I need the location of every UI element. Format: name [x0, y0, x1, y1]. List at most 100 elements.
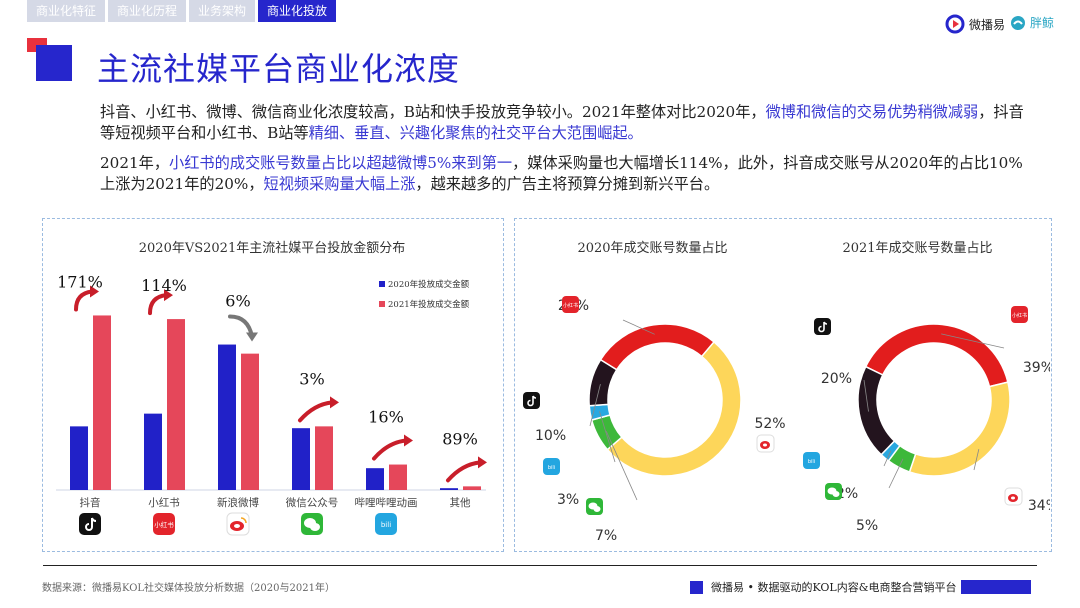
change-percent-label: 171%	[57, 272, 103, 291]
tab-commercial-history[interactable]: 商业化历程	[108, 0, 187, 22]
pangjing-logo-icon	[1011, 15, 1025, 30]
bilibili-icon-text: bili	[548, 465, 555, 471]
xiaohongshu-icon-text: 小红书	[154, 520, 174, 529]
category-label: 哔哩哔哩动画	[355, 496, 418, 509]
para2-text-c: ，媒体采购量也大幅增长114%，此外，抖音成交账号从2020年的占比10%上涨为…	[100, 154, 1023, 193]
leader-line	[941, 333, 1005, 349]
donut-slice	[606, 340, 742, 477]
change-percent-label: 114%	[141, 276, 187, 295]
change-arrow-head	[164, 289, 173, 302]
slice-percent-label: 34%	[1028, 498, 1050, 514]
bar-2021	[167, 319, 185, 490]
xiaohongshu-icon	[562, 296, 579, 313]
para1-highlight-b: 微博和微信的交易优势稍微减弱	[765, 103, 979, 121]
donut-2020-title: 2020年成交账号数量占比	[577, 241, 728, 256]
douyin-note-glyph	[85, 517, 97, 531]
change-arrow-head	[404, 434, 413, 447]
bar-2020	[366, 468, 384, 490]
para1-text-a: 抖音、小红书、微博、微信商业化浓度较高，B站和快手投放竞争较小。2021年整体对…	[100, 103, 766, 121]
footer-bar	[960, 580, 1031, 594]
change-arrow	[148, 293, 168, 316]
weiboyi-logo: 微播易	[945, 14, 1005, 34]
douyin-icon	[79, 513, 101, 535]
xiaohongshu-icon	[1011, 306, 1028, 323]
para1-highlight-d: 精细、垂直、兴趣化聚焦的社交平台大范围崛起。	[308, 124, 643, 142]
weibo-eye-glyph	[1011, 496, 1015, 500]
change-arrow	[74, 289, 94, 312]
legend-swatch	[379, 301, 385, 307]
leader-line	[589, 384, 601, 427]
bar-2021	[241, 353, 259, 490]
pangjing-logo: 胖鲸	[1010, 14, 1054, 31]
weibo-eye-glyph	[763, 443, 767, 447]
para2-highlight-b: 小红书的成交账号数量占比以超越微博5%来到第一	[169, 154, 513, 172]
legend-swatch	[379, 281, 385, 287]
category-label: 微信公众号	[286, 496, 339, 509]
donut-slice	[857, 365, 896, 456]
xiaohongshu-icon-text: 小红书	[1012, 312, 1027, 319]
legend-label: 2020年投放成交金额	[388, 279, 470, 290]
bar-chart-panel	[42, 218, 504, 552]
slice-percent-label: 3%	[557, 492, 579, 508]
bar-2021	[93, 315, 111, 490]
bar-2021	[315, 426, 333, 490]
bar-2020	[144, 413, 162, 490]
change-percent-label: 16%	[368, 408, 404, 427]
leader-line	[622, 319, 655, 335]
category-label: 新浪微博	[217, 496, 259, 509]
leader-line	[883, 450, 892, 467]
para1-text-c: ，抖音等短视频平台和小红书、B站等	[100, 103, 1024, 142]
bar-2021	[389, 464, 407, 490]
bar-2020	[440, 488, 458, 490]
leader-line	[888, 458, 904, 489]
para2-text-a: 2021年，	[100, 154, 170, 172]
slice-percent-label: 5%	[856, 518, 878, 534]
xiaohongshu-icon	[153, 513, 175, 535]
legend-label: 2021年投放成交金额	[388, 299, 470, 310]
douyin-icon	[523, 392, 540, 409]
bar-2020	[70, 426, 88, 490]
weiboyi-logo-text: 微播易	[969, 17, 1006, 32]
leader-line	[973, 449, 980, 471]
bar-2020	[292, 428, 310, 490]
donut-slice	[864, 323, 1009, 388]
xiaohongshu-icon-text: 小红书	[563, 302, 578, 309]
donut-slice	[588, 358, 618, 407]
bilibili-icon-text: bili	[381, 521, 391, 529]
slice-percent-label: 39%	[1023, 360, 1050, 376]
weiboyi-logo-icon	[945, 14, 965, 34]
change-arrow-head	[478, 456, 487, 469]
slice-percent-label: 20%	[821, 371, 852, 387]
page-title: 主流社媒平台商业化浓度	[97, 50, 461, 88]
weibo-eye-glyph	[234, 524, 240, 528]
pangjing-logo-text: 胖鲸	[1030, 16, 1055, 30]
change-arrow	[372, 438, 408, 461]
bilibili-icon	[375, 513, 397, 535]
change-arrow-head	[90, 285, 99, 298]
paragraph-2: 2021年，小红书的成交账号数量占比以超越微博5%来到第一，媒体采购量也大幅增长…	[100, 153, 1030, 195]
douyin-note-glyph	[527, 395, 537, 407]
donut-2021-title: 2021年成交账号数量占比	[842, 241, 993, 256]
footer-divider	[43, 565, 1037, 566]
tab-commercial-features[interactable]: 商业化特征	[27, 0, 106, 22]
slice-percent-label: 7%	[595, 528, 617, 544]
para2-highlight-d: 短视频采购量大幅上涨	[263, 175, 416, 193]
slice-percent-label: 52%	[754, 416, 785, 432]
donut-slice	[908, 381, 1011, 477]
bar-2021	[463, 486, 481, 490]
change-arrow	[298, 400, 334, 423]
footer-tagline: 微播易 • 数据驱动的KOL内容&电商整合营销平台	[711, 581, 957, 594]
change-percent-label: 6%	[225, 292, 250, 311]
category-label: 抖音	[80, 496, 101, 509]
bilibili-icon	[803, 452, 820, 469]
top-tabs: 商业化特征 商业化历程 业务架构 商业化投放	[27, 0, 337, 22]
para2-text-e: ，越来越多的广告主将预算分摊到新兴平台。	[415, 175, 720, 193]
leader-line	[599, 411, 616, 463]
slice-percent-label: 10%	[535, 428, 566, 444]
leader-line	[863, 379, 869, 412]
tab-business-structure[interactable]: 业务架构	[189, 0, 256, 22]
wechat-bubble-glyph	[593, 506, 601, 512]
tab-commercial-placement[interactable]: 商业化投放	[258, 0, 337, 22]
change-arrow	[446, 460, 482, 483]
